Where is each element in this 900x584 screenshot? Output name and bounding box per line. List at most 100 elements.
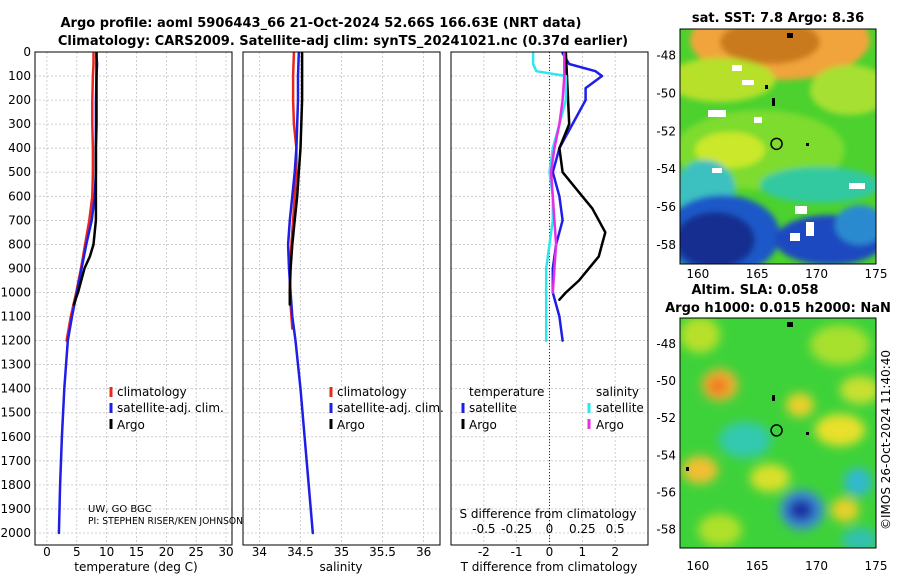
difference-xlabel: T difference from climatology [460,560,638,574]
legend-title-salinity: salinity [596,385,639,399]
x-tick-label: 10 [99,545,114,559]
map-x-tick-label: 175 [865,267,888,281]
x-tick-label: 0 [546,545,554,559]
sst-map-image [680,29,876,264]
y-tick-label: 1400 [0,382,31,396]
legend-label-s-satellite: satellite [596,401,644,415]
series-line-climatology [65,52,95,342]
map-y-tick-label: -54 [656,448,676,462]
x-tick-label: 34 [252,545,267,559]
x-tick-label-top: -0.25 [501,522,532,536]
x-tick-label-top: 0.5 [606,522,625,536]
x-tick-label: -2 [478,545,490,559]
series-line-t-argo [558,52,607,301]
x-tick-label-top: 0.25 [569,522,596,536]
sla-map-frame [679,317,877,549]
difference-panel: -2 -1 0 1 2 -0.5 -0.25 0 0.25 0.5 S difference fr… [450,51,649,574]
difference-grid [451,51,648,545]
salinity-grid [243,51,440,545]
legend-label-argo: Argo [117,418,145,432]
legend-label-t-satellite: satellite [469,401,517,415]
x-tick-label: 5 [73,545,81,559]
y-tick-label: 800 [8,237,31,251]
x-tick-label: 34.5 [287,545,314,559]
map-y-tick-label: -56 [656,200,676,214]
y-tick-label: 1700 [0,454,31,468]
salinity-ticks: 34 34.5 35 35.5 36 [252,545,431,559]
salinity-legend: climatology satellite-adj. clim. Argo [329,385,444,432]
watermark: ©IMOS 26-Oct-2024 11:40:40 [879,350,893,530]
map-y-tick-label: -52 [656,124,676,138]
y-tick-label: 600 [8,189,31,203]
map-y-tick-label: -54 [656,162,676,176]
x-tick-label: 35.5 [369,545,396,559]
temperature-grid [35,51,232,545]
map-y-tick-label: -50 [656,86,676,100]
legend-title-temperature: temperature [469,385,544,399]
map-x-tick-label: 170 [805,559,828,573]
y-tick-label: 200 [8,93,31,107]
sla-map-title-line-1: Altim. SLA: 0.058 [692,283,819,298]
sla-map-title-line-2: Argo h1000: 0.015 h2000: NaN [665,301,891,316]
x-tick-label: 0 [43,545,51,559]
legend-label-satellite: satellite-adj. clim. [337,401,444,415]
title-line-2: Climatology: CARS2009. Satellite-adj cli… [58,34,628,49]
map-x-tick-label: 175 [865,559,888,573]
series-line-satellite-adj-clim- [286,52,315,535]
x-tick-label-top: 0 [546,522,554,536]
temperature-legend: climatology satellite-adj. clim. Argo [109,385,224,432]
map-y-tick-label: -56 [656,485,676,499]
y-tick-label: 100 [8,69,31,83]
temperature-xlabel: temperature (deg C) [74,560,197,574]
series-line-s-satellite [531,52,568,342]
series-line-s-argo [549,52,566,294]
x-tick-label: 36 [416,545,431,559]
difference-axes-box [450,51,649,546]
sst-map-frame [679,28,877,265]
x-tick-label: 2 [611,545,619,559]
y-tick-label: 1600 [0,430,31,444]
x-tick-label: 35 [334,545,349,559]
x-tick-label: 25 [189,545,204,559]
y-tick-label: 1300 [0,358,31,372]
salinity-axes-box [242,51,441,546]
footnote-institution: UW, GO BGC [88,504,152,515]
y-tick-label: 1100 [0,310,31,324]
argo-location-marker [770,424,783,437]
map-x-tick-label: 165 [746,559,769,573]
footnote-pi: PI: STEPHEN RISER/KEN JOHNSON [88,516,243,527]
map-y-tick-label: -58 [656,522,676,536]
y-tick-label: 900 [8,261,31,275]
map-y-tick-label: -52 [656,411,676,425]
argo-location-marker [770,137,783,151]
map-y-tick-label: -50 [656,374,676,388]
difference-ticks: -2 -1 0 1 2 -0.5 -0.25 0 0.25 0.5 [472,522,625,559]
y-tick-label: 1000 [0,285,31,299]
sla-map-image [680,318,876,548]
sla-map-ticks: 160 165 170 175 -48 -50 -52 -54 -56 -58 [656,337,887,573]
sla-map-panel: Altim. SLA: 0.058 Argo h1000: 0.015 h200… [656,283,890,573]
map-y-tick-label: -48 [656,337,676,351]
salinity-panel: 34 34.5 35 35.5 36 salinity climatology sate… [242,51,444,574]
legend-label-climatology: climatology [117,385,187,399]
map-x-tick-label: 160 [686,559,709,573]
y-tick-label: 700 [8,213,31,227]
legend-label-s-argo: Argo [596,418,624,432]
salinity-lines [286,52,315,535]
map-y-tick-label: -58 [656,238,676,252]
x-tick-label: 15 [129,545,144,559]
x-tick-label: 30 [218,545,233,559]
x-tick-label: -1 [511,545,523,559]
y-tick-label: 1500 [0,406,31,420]
y-tick-label: 1800 [0,478,31,492]
sst-map-ticks: 160 165 170 175 -48 -50 -52 -54 -56 -58 [656,49,887,281]
temperature-lines [57,52,99,535]
y-tick-label: 500 [8,165,31,179]
y-tick-label: 400 [8,141,31,155]
map-y-tick-label: -48 [656,49,676,63]
y-tick-label: 300 [8,117,31,131]
legend-label-satellite: satellite-adj. clim. [117,401,224,415]
y-tick-label: 2000 [0,526,31,540]
map-x-tick-label: 170 [805,267,828,281]
